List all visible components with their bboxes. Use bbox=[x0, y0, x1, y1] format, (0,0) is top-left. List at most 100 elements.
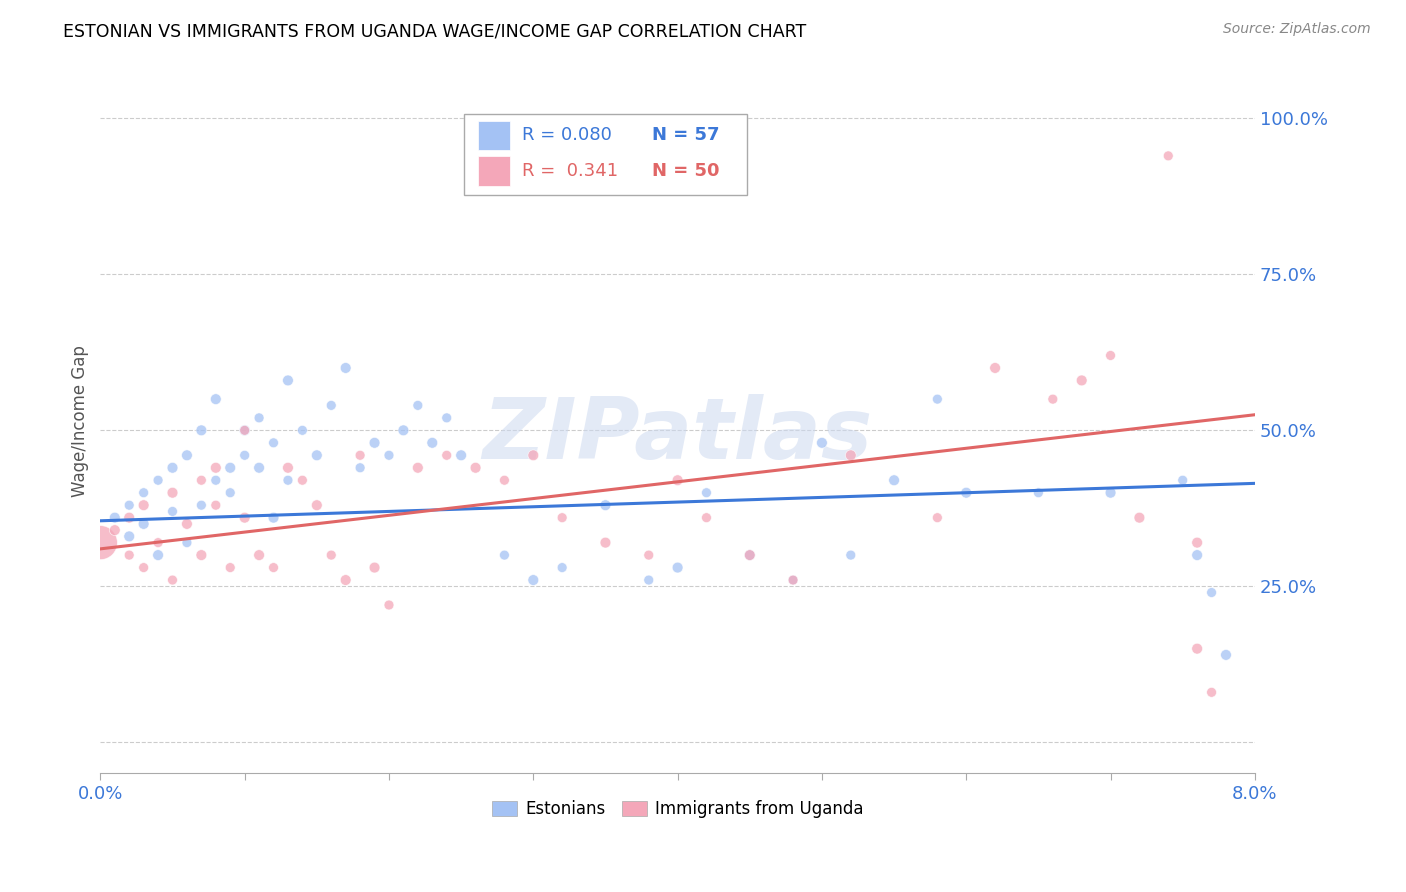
Point bbox=[335, 361, 357, 376]
Point bbox=[190, 473, 212, 487]
Y-axis label: Wage/Income Gap: Wage/Income Gap bbox=[72, 345, 89, 497]
Legend: Estonians, Immigrants from Uganda: Estonians, Immigrants from Uganda bbox=[485, 794, 870, 825]
Point bbox=[782, 573, 804, 587]
Point bbox=[1185, 641, 1208, 656]
Point bbox=[291, 423, 314, 437]
Text: N = 57: N = 57 bbox=[652, 127, 720, 145]
Point bbox=[392, 423, 415, 437]
Point bbox=[420, 435, 443, 450]
Point bbox=[406, 398, 429, 412]
Text: R = 0.080: R = 0.080 bbox=[522, 127, 612, 145]
Point bbox=[335, 573, 357, 587]
Point bbox=[349, 448, 371, 462]
Point bbox=[321, 398, 343, 412]
Point bbox=[162, 573, 184, 587]
Point bbox=[277, 460, 299, 475]
Point bbox=[494, 548, 516, 562]
Text: R =  0.341: R = 0.341 bbox=[522, 161, 617, 179]
Point bbox=[233, 423, 256, 437]
FancyBboxPatch shape bbox=[478, 120, 510, 150]
Point bbox=[450, 448, 472, 462]
Point bbox=[955, 485, 977, 500]
Point bbox=[277, 473, 299, 487]
Point bbox=[104, 523, 127, 537]
Point bbox=[190, 498, 212, 512]
FancyBboxPatch shape bbox=[464, 114, 747, 195]
Point bbox=[927, 510, 949, 524]
Point bbox=[1099, 485, 1122, 500]
Point bbox=[695, 510, 717, 524]
Point bbox=[190, 423, 212, 437]
Text: ESTONIAN VS IMMIGRANTS FROM UGANDA WAGE/INCOME GAP CORRELATION CHART: ESTONIAN VS IMMIGRANTS FROM UGANDA WAGE/… bbox=[63, 22, 807, 40]
Point bbox=[89, 535, 111, 549]
FancyBboxPatch shape bbox=[478, 156, 510, 186]
Point bbox=[291, 473, 314, 487]
Point bbox=[1215, 648, 1237, 662]
Point bbox=[263, 560, 285, 574]
Point bbox=[263, 510, 285, 524]
Point bbox=[247, 548, 270, 562]
Point bbox=[118, 498, 141, 512]
Point bbox=[984, 361, 1007, 376]
Point bbox=[349, 460, 371, 475]
Text: ZIPatlas: ZIPatlas bbox=[482, 393, 873, 476]
Point bbox=[118, 529, 141, 543]
Point bbox=[927, 392, 949, 406]
Point bbox=[118, 548, 141, 562]
Point bbox=[363, 560, 385, 574]
Point bbox=[247, 460, 270, 475]
Text: N = 50: N = 50 bbox=[652, 161, 720, 179]
Point bbox=[176, 448, 198, 462]
Point bbox=[883, 473, 905, 487]
Point bbox=[436, 410, 458, 425]
Point bbox=[146, 535, 169, 549]
Point bbox=[162, 504, 184, 518]
Point bbox=[1157, 149, 1180, 163]
Point bbox=[1185, 535, 1208, 549]
Point bbox=[1185, 548, 1208, 562]
Point bbox=[263, 435, 285, 450]
Point bbox=[464, 460, 486, 475]
Point bbox=[406, 460, 429, 475]
Point bbox=[1028, 485, 1050, 500]
Point bbox=[551, 510, 574, 524]
Point bbox=[738, 548, 761, 562]
Point bbox=[277, 373, 299, 387]
Point bbox=[233, 448, 256, 462]
Point bbox=[522, 448, 544, 462]
Point bbox=[204, 460, 226, 475]
Point bbox=[666, 560, 689, 574]
Point bbox=[1201, 585, 1223, 599]
Point bbox=[104, 510, 127, 524]
Point bbox=[551, 560, 574, 574]
Point bbox=[204, 473, 226, 487]
Point bbox=[146, 473, 169, 487]
Point bbox=[811, 435, 834, 450]
Point bbox=[595, 535, 617, 549]
Point bbox=[146, 548, 169, 562]
Point bbox=[219, 485, 242, 500]
Point bbox=[522, 573, 544, 587]
Point bbox=[162, 485, 184, 500]
Point bbox=[162, 460, 184, 475]
Point bbox=[204, 498, 226, 512]
Point bbox=[637, 548, 659, 562]
Point bbox=[321, 548, 343, 562]
Point bbox=[839, 448, 862, 462]
Point bbox=[1128, 510, 1150, 524]
Point bbox=[666, 473, 689, 487]
Point bbox=[378, 448, 401, 462]
Point bbox=[219, 460, 242, 475]
Point bbox=[176, 535, 198, 549]
Point bbox=[1042, 392, 1064, 406]
Point bbox=[782, 573, 804, 587]
Text: Source: ZipAtlas.com: Source: ZipAtlas.com bbox=[1223, 22, 1371, 37]
Point bbox=[247, 410, 270, 425]
Point bbox=[132, 485, 155, 500]
Point bbox=[1201, 685, 1223, 699]
Point bbox=[305, 498, 328, 512]
Point bbox=[1070, 373, 1092, 387]
Point bbox=[118, 510, 141, 524]
Point bbox=[1171, 473, 1194, 487]
Point bbox=[219, 560, 242, 574]
